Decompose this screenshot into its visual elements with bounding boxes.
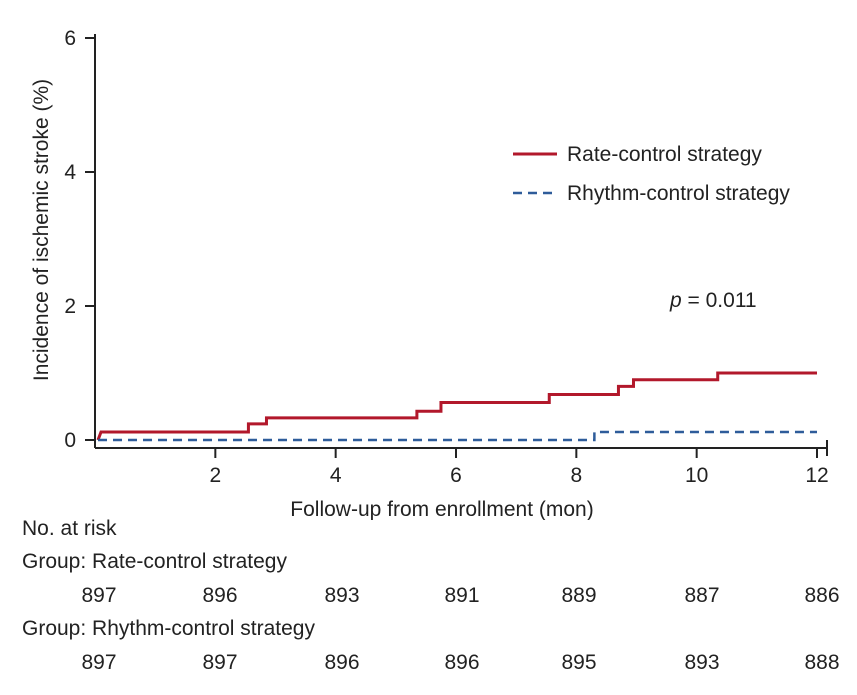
series-layer: [96, 371, 817, 442]
axis-ticks: 2 4 6 8 10 12 0 2 4 6: [64, 27, 828, 487]
risk-count: 893: [684, 651, 720, 674]
risk-group-label-rate-control: Group: Rate-control strategy: [22, 550, 287, 573]
x-tick-label: 6: [450, 464, 462, 487]
risk-count: 897: [81, 584, 117, 607]
legend-label-rate-control: Rate-control strategy: [567, 143, 762, 166]
legend-label-rhythm-control: Rhythm-control strategy: [567, 182, 790, 205]
y-tick-label: 4: [64, 161, 76, 184]
y-axis-title: Incidence of ischemic stroke (%): [30, 79, 53, 381]
p-value-symbol: p: [669, 289, 682, 312]
risk-count: 897: [81, 651, 117, 674]
risk-table-title: No. at risk: [22, 517, 117, 540]
series-line-rate-control: [96, 371, 817, 441]
risk-count: 887: [684, 584, 720, 607]
chart-legend: Rate-control strategy Rhythm-control str…: [513, 143, 790, 205]
chart-axes: [94, 34, 828, 456]
x-tick-label: 4: [330, 464, 342, 487]
risk-count: 896: [324, 651, 360, 674]
p-value-rest: = 0.011: [682, 289, 757, 312]
x-tick-label: 2: [209, 464, 221, 487]
kaplan-meier-chart: 2 4 6 8 10 12 0 2 4 6 Incidence of ischemic strok…: [30, 27, 829, 520]
x-tick-label: 12: [805, 464, 828, 487]
risk-count: 886: [804, 584, 840, 607]
y-tick-label: 6: [64, 27, 76, 50]
y-tick-label: 2: [64, 295, 76, 318]
p-value-annotation: p = 0.011: [669, 289, 757, 312]
risk-count: 888: [804, 651, 840, 674]
x-axis-title: Follow-up from enrollment (mon): [290, 498, 593, 520]
risk-count: 893: [324, 584, 360, 607]
x-tick-label: 10: [685, 464, 708, 487]
series-line-rhythm-control: [98, 430, 817, 442]
risk-count: 889: [561, 584, 597, 607]
risk-count: 897: [202, 651, 238, 674]
risk-group-label-rhythm-control: Group: Rhythm-control strategy: [22, 617, 315, 640]
x-tick-label: 8: [570, 464, 582, 487]
risk-count: 895: [561, 651, 597, 674]
risk-count: 891: [444, 584, 480, 607]
y-tick-label: 0: [64, 429, 76, 452]
risk-count: 896: [202, 584, 238, 607]
risk-count: 896: [444, 651, 480, 674]
